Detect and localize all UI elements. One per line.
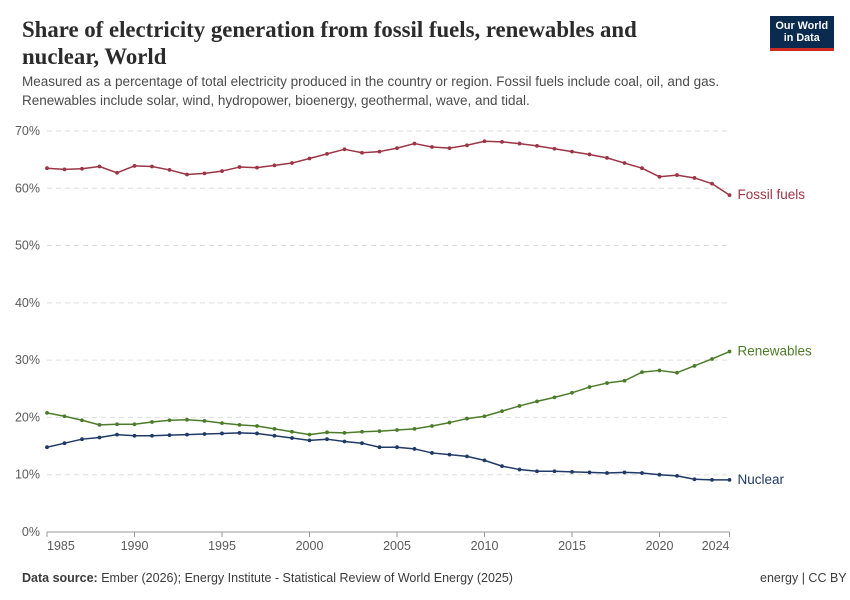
svg-text:Nuclear: Nuclear xyxy=(738,472,785,487)
svg-text:1990: 1990 xyxy=(121,539,149,553)
svg-text:30%: 30% xyxy=(15,353,40,367)
svg-text:2005: 2005 xyxy=(383,539,411,553)
svg-text:2020: 2020 xyxy=(646,539,674,553)
svg-text:1985: 1985 xyxy=(47,539,75,553)
svg-text:40%: 40% xyxy=(15,296,40,310)
svg-text:2015: 2015 xyxy=(558,539,586,553)
svg-text:20%: 20% xyxy=(15,410,40,424)
svg-text:60%: 60% xyxy=(15,181,40,195)
svg-text:2010: 2010 xyxy=(471,539,499,553)
svg-text:2000: 2000 xyxy=(296,539,324,553)
svg-text:10%: 10% xyxy=(15,468,40,482)
svg-text:2024: 2024 xyxy=(702,539,730,553)
svg-text:1995: 1995 xyxy=(208,539,236,553)
svg-text:Fossil fuels: Fossil fuels xyxy=(738,187,806,202)
svg-text:50%: 50% xyxy=(15,239,40,253)
svg-text:70%: 70% xyxy=(15,124,40,138)
svg-text:0%: 0% xyxy=(22,525,40,539)
svg-text:Renewables: Renewables xyxy=(738,344,813,359)
